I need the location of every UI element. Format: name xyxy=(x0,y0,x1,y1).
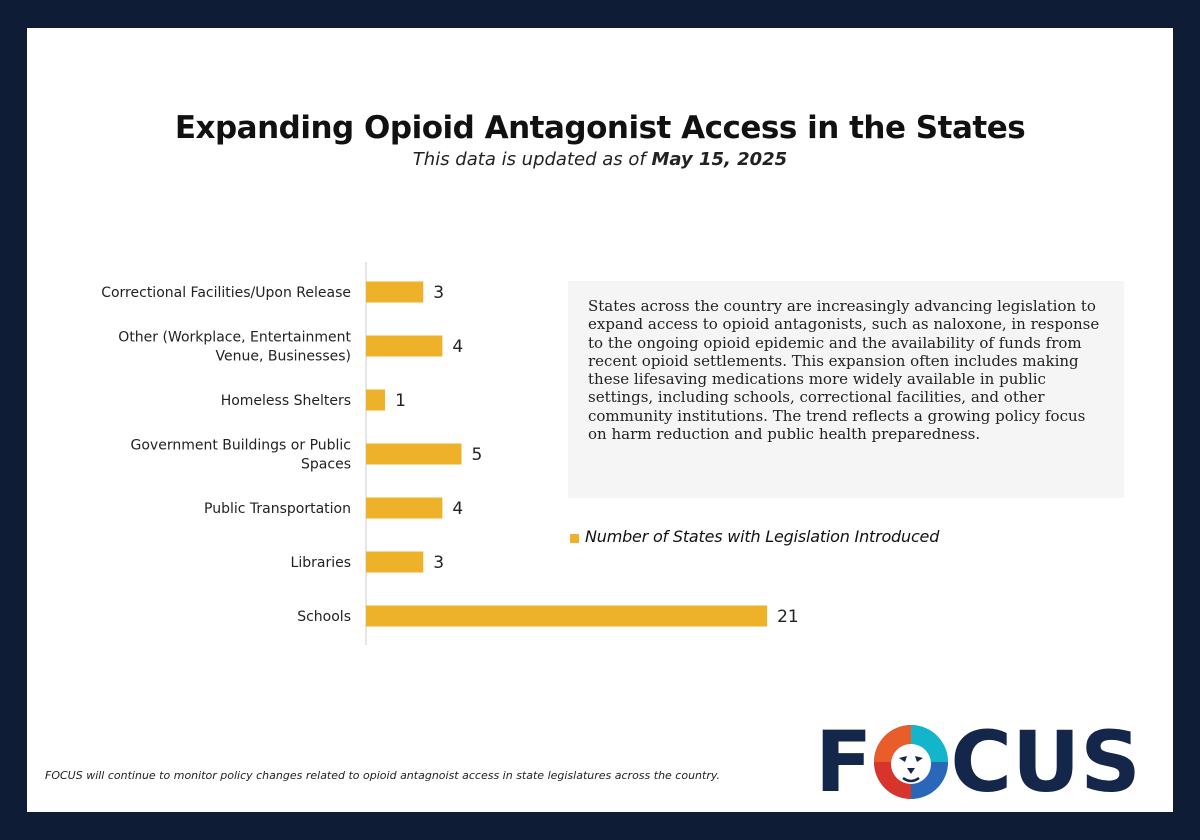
chart-legend: Number of States with Legislation Introd… xyxy=(570,527,939,546)
subtitle-date: May 15, 2025 xyxy=(651,149,788,170)
bar xyxy=(366,443,462,465)
logo-letter-f: F xyxy=(815,713,873,811)
description-text: States across the country are increasing… xyxy=(588,297,1100,444)
bar xyxy=(366,605,768,627)
bar-value-label: 1 xyxy=(395,391,406,411)
category-label: Homeless Shelters xyxy=(221,393,351,409)
category-label: Schools xyxy=(297,609,351,625)
category-label: Libraries xyxy=(291,555,351,571)
subtitle-prefix: This data is updated as of xyxy=(412,149,652,170)
bar-value-label: 4 xyxy=(452,499,463,519)
category-label: Venue, Businesses) xyxy=(216,349,351,365)
bar-value-label: 21 xyxy=(777,607,799,627)
bar-value-label: 3 xyxy=(433,553,444,573)
description-box: States across the country are increasing… xyxy=(568,281,1124,498)
page-subtitle: This data is updated as of May 15, 2025 xyxy=(27,149,1173,170)
legend-swatch xyxy=(570,533,579,543)
bar xyxy=(366,335,443,357)
footer-note: FOCUS will continue to monitor policy ch… xyxy=(45,769,721,782)
category-label: Other (Workplace, Entertainment xyxy=(118,330,351,346)
bar xyxy=(366,389,386,411)
bar xyxy=(366,281,424,303)
bar-value-label: 5 xyxy=(472,445,483,465)
infographic-card: Expanding Opioid Antagonist Access in th… xyxy=(27,28,1173,812)
bar xyxy=(366,497,443,519)
bar-value-label: 4 xyxy=(452,337,463,357)
bar-value-label: 3 xyxy=(433,283,444,303)
bar xyxy=(366,551,424,573)
category-label: Government Buildings or Public xyxy=(131,438,352,454)
bar-chart: 3 Correctional Facilities/Upon Release 4 Ot… xyxy=(101,262,799,645)
focus-logo: F CUS xyxy=(815,720,1141,804)
legend-label: Number of States with Legislation Introd… xyxy=(585,527,940,546)
category-label: Spaces xyxy=(301,457,351,473)
category-label: Public Transportation xyxy=(204,501,351,517)
category-label: Correctional Facilities/Upon Release xyxy=(101,285,351,301)
lion-head-icon xyxy=(874,725,949,799)
page-title: Expanding Opioid Antagonist Access in th… xyxy=(174,110,1026,146)
logo-letters-cus: CUS xyxy=(950,713,1141,811)
